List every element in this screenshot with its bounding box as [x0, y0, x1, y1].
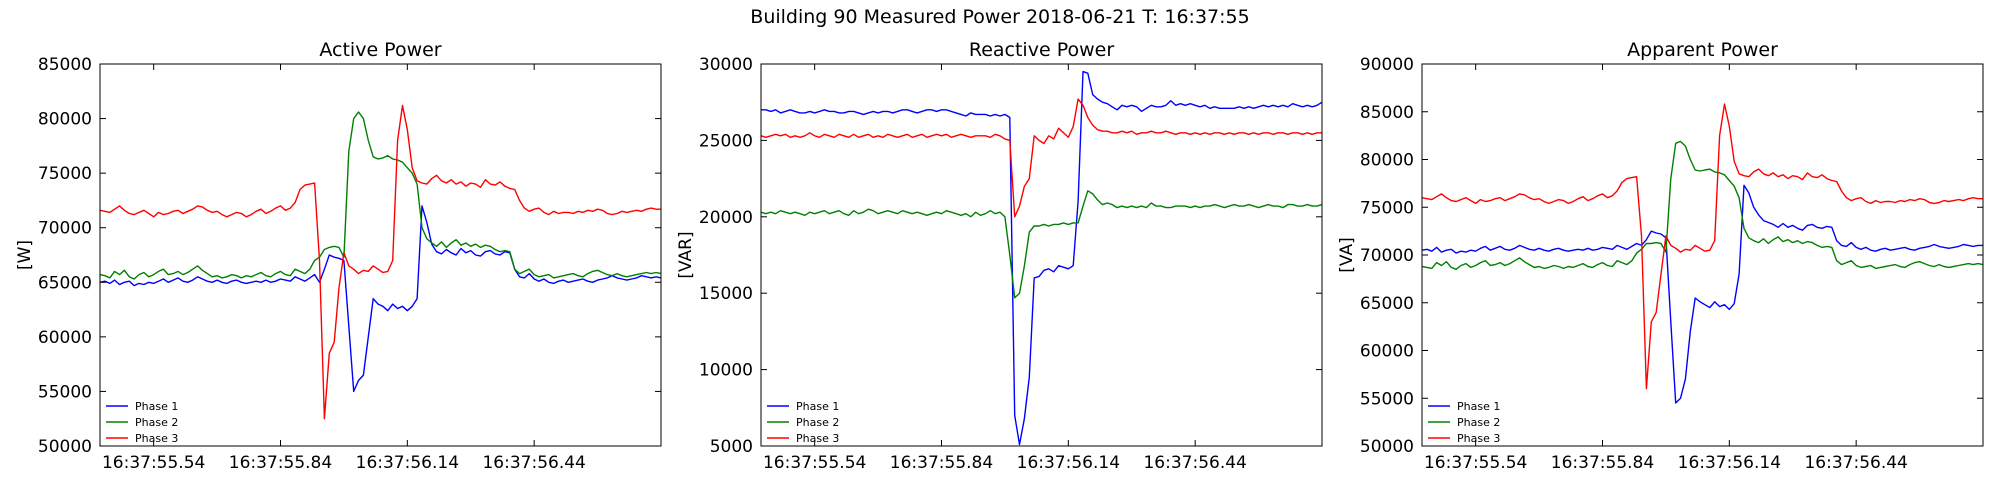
x-tick-label: 16:37:56.14 [1678, 453, 1781, 473]
y-tick-label: 85000 [38, 55, 92, 75]
y-tick-label: 50000 [1360, 437, 1414, 457]
chart-title: Active Power [319, 39, 441, 61]
y-axis-label: [W] [15, 240, 35, 270]
chart-title: Reactive Power [969, 39, 1114, 61]
chart-title: Apparent Power [1627, 39, 1778, 61]
phase-3-series-line [1421, 103, 1983, 390]
x-tick-label: 16:37:56.14 [1017, 453, 1120, 473]
y-tick-label: 80000 [38, 110, 92, 130]
y-tick-label: 55000 [38, 382, 92, 402]
y-tick-label: 25000 [699, 131, 753, 151]
y-tick-label: 50000 [38, 437, 92, 457]
x-tick-label: 16:37:55.54 [1424, 453, 1527, 473]
x-tick-label: 16:37:55.84 [229, 453, 332, 473]
y-tick-label: 70000 [38, 219, 92, 239]
phase-3-series-line [99, 104, 661, 420]
phase-3-legend-label: Phase 3 [796, 432, 839, 445]
x-tick-label: 16:37:55.84 [890, 453, 993, 473]
phase-3-legend-label: Phase 3 [135, 432, 178, 445]
y-tick-label: 65000 [1360, 294, 1414, 314]
y-tick-label: 15000 [699, 284, 753, 304]
phase-2-legend-label: Phase 2 [796, 416, 839, 429]
phase-1-legend-label: Phase 1 [135, 400, 178, 413]
phase-2-series-line [1421, 140, 1984, 270]
y-tick-label: 55000 [1360, 389, 1414, 409]
plot-frame [99, 63, 662, 447]
y-tick-label: 10000 [699, 361, 753, 381]
phase-1-legend-label: Phase 1 [1457, 400, 1500, 413]
phase-1-legend-label: Phase 1 [796, 400, 839, 413]
x-tick-label: 16:37:56.44 [482, 453, 585, 473]
y-axis-label: [VA] [1337, 237, 1357, 272]
y-tick-label: 5000 [710, 437, 753, 457]
y-tick-label: 60000 [1360, 342, 1414, 362]
phase-2-legend-label: Phase 2 [135, 416, 178, 429]
plot-frame [760, 63, 1323, 447]
x-tick-label: 16:37:56.14 [356, 453, 459, 473]
phase-2-series-line [99, 111, 662, 280]
x-tick-label: 16:37:55.54 [102, 453, 205, 473]
phase-2-series-line [760, 190, 1323, 299]
x-tick-label: 16:37:56.44 [1143, 453, 1246, 473]
phase-2-legend-label: Phase 2 [1457, 416, 1500, 429]
y-tick-label: 80000 [1360, 151, 1414, 171]
phase-1-series-line [1421, 184, 1983, 404]
y-tick-label: 20000 [699, 208, 753, 228]
y-tick-label: 70000 [1360, 246, 1414, 266]
y-tick-label: 75000 [38, 164, 92, 184]
figure-title: Building 90 Measured Power 2018-06-21 T:… [750, 6, 1250, 28]
y-tick-label: 90000 [1360, 55, 1414, 75]
y-tick-label: 60000 [38, 328, 92, 348]
y-tick-label: 30000 [699, 55, 753, 75]
y-tick-label: 75000 [1360, 198, 1414, 218]
x-tick-label: 16:37:55.54 [763, 453, 866, 473]
plot-frame [1421, 63, 1984, 447]
phase-3-legend-label: Phase 3 [1457, 432, 1500, 445]
y-tick-label: 85000 [1360, 103, 1414, 123]
phase-3-series-line [760, 98, 1322, 218]
y-tick-label: 65000 [38, 273, 92, 293]
y-axis-label: [VAR] [676, 231, 696, 278]
phase-1-series-line [761, 70, 1323, 446]
phase-1-series-line [99, 205, 662, 393]
x-tick-label: 16:37:55.84 [1551, 453, 1654, 473]
x-tick-label: 16:37:56.44 [1804, 453, 1907, 473]
